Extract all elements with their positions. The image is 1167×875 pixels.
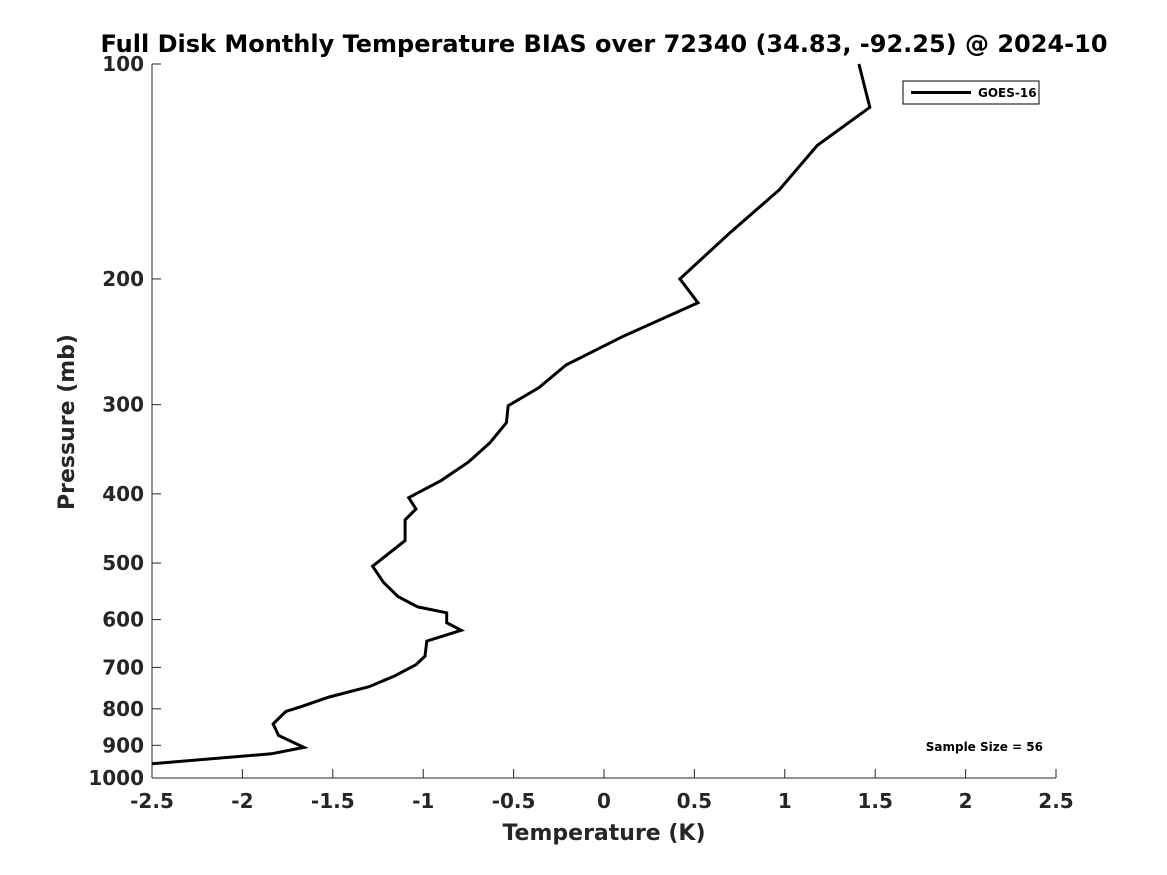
x-tick-label: -0.5: [492, 789, 536, 813]
y-tick-label: 900: [102, 733, 144, 757]
x-tick-label: 2: [959, 789, 973, 813]
x-tick-label: -1: [412, 789, 434, 813]
y-tick-label: 500: [102, 551, 144, 575]
series-line-goes-16: [151, 63, 872, 766]
x-tick-label: -2.5: [130, 789, 174, 813]
x-axis-ticks: -2.5 -2 -1.5 -1 -0.5 0 0.5 1 1.5 2 2.5: [130, 769, 1074, 813]
y-tick-label: 100: [102, 52, 144, 76]
y-tick-label: 600: [102, 608, 144, 632]
x-tick-label: -2: [231, 789, 253, 813]
x-tick-label: 2.5: [1038, 789, 1073, 813]
legend-label-goes-16: GOES-16: [978, 86, 1037, 100]
y-axis-title: Pressure (mb): [55, 334, 80, 510]
x-tick-label: 0.5: [677, 789, 712, 813]
y-tick-label: 200: [102, 267, 144, 291]
x-tick-label: 0: [597, 789, 611, 813]
legend: GOES-16: [902, 80, 1040, 105]
y-axis-ticks: 100 200 300 400 500 600 700 800 900 1000: [88, 52, 161, 790]
x-tick-label: 1: [778, 789, 792, 813]
x-tick-label: -1.5: [311, 789, 355, 813]
y-tick-label: 300: [102, 393, 144, 417]
series-layer: [151, 63, 872, 766]
y-tick-label: 1000: [88, 766, 144, 790]
sample-size-annotation: Sample Size = 56: [926, 740, 1043, 754]
x-axis-title: Temperature (K): [502, 821, 705, 846]
y-tick-label: 400: [102, 482, 144, 506]
axes: [151, 64, 1056, 779]
x-tick-label: 1.5: [857, 789, 892, 813]
y-tick-label: 800: [102, 697, 144, 721]
chart-title: Full Disk Monthly Temperature BIAS over …: [100, 30, 1107, 58]
y-tick-label: 700: [102, 655, 144, 679]
